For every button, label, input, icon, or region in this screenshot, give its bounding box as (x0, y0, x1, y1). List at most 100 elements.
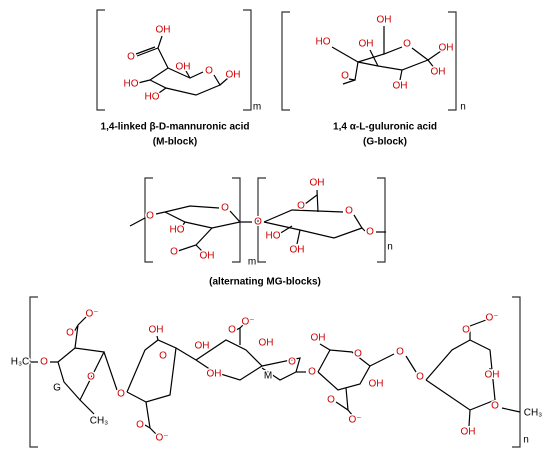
caption: 1,4 α-L-guluronic acid (333, 122, 437, 133)
atom-label: OH (359, 39, 374, 50)
bond (469, 319, 487, 327)
bond (175, 347, 197, 361)
atom-label: O (341, 71, 349, 82)
atom-label: OH (461, 427, 476, 438)
atom-label: O (40, 357, 48, 368)
caption: (M-block) (153, 137, 197, 148)
atom-label: OH (149, 325, 164, 336)
bond (235, 327, 241, 345)
atom-label: OH (259, 338, 274, 349)
atom-label: OH (156, 25, 171, 36)
bracket (96, 9, 105, 111)
atom-label: O (366, 227, 374, 238)
atom-label: OH (290, 245, 305, 256)
bond (361, 227, 366, 232)
bond (317, 349, 371, 391)
repeat-subscript: n (523, 435, 529, 446)
atom-label: HO (124, 79, 139, 90)
bond (304, 194, 318, 205)
atom-label: O (136, 420, 144, 431)
atom-label: O (288, 357, 296, 368)
atom-label: O (87, 372, 95, 383)
atom-label: OH (485, 370, 500, 381)
bond (185, 70, 191, 79)
atom-label: O (146, 211, 154, 222)
atom-label: O (308, 367, 316, 378)
bond (126, 339, 177, 403)
bond (399, 69, 403, 81)
atom-label: HO (266, 231, 281, 242)
atom-label: OH (377, 15, 392, 26)
bond (129, 217, 146, 227)
atom-label: OH (200, 251, 215, 262)
bond (239, 323, 245, 329)
bond (501, 407, 521, 413)
atom-label: O (159, 351, 167, 362)
atom-label: OH (226, 70, 241, 81)
bracket (448, 11, 457, 111)
atom-label: CH₃ (90, 416, 109, 427)
atom-label: O (127, 52, 135, 63)
atom-label: O⁻ (485, 313, 498, 324)
atom-label: OH (310, 178, 325, 189)
bracket (232, 177, 241, 263)
atom-label: OH (207, 369, 222, 380)
atom-label: O (345, 206, 353, 217)
atom-label: O (297, 201, 305, 212)
atom-label: OH (195, 341, 210, 352)
bond (155, 205, 220, 215)
bracket (144, 177, 153, 263)
atom-label: O (170, 247, 178, 258)
bond (135, 46, 156, 55)
bond (405, 355, 417, 373)
atom-label: OH (176, 62, 191, 73)
bond (73, 324, 79, 349)
atom-label: OH (393, 81, 408, 92)
caption: (alternating MG-blocks) (209, 277, 321, 288)
atom-label: O (491, 401, 499, 412)
atom-label: O (228, 325, 236, 336)
bracket (257, 177, 266, 263)
atom-label: O⁻ (85, 309, 98, 320)
bond (296, 229, 301, 245)
caption: (G-block) (363, 137, 407, 148)
bond (427, 50, 442, 61)
bond (263, 209, 344, 223)
atom-label: M (264, 371, 272, 382)
atom-label: HO (316, 37, 331, 48)
atom-label: HO (145, 92, 160, 103)
bond (331, 46, 359, 63)
atom-label: O (462, 325, 470, 336)
repeat-subscript: m (248, 257, 256, 268)
bracket (377, 177, 386, 263)
bond (155, 87, 167, 96)
atom-label: HO (170, 225, 185, 236)
bond (195, 244, 205, 254)
bond (103, 351, 118, 391)
atom-label: O (354, 349, 362, 360)
bond (149, 74, 221, 96)
atom-label: O⁻ (241, 317, 254, 328)
atom-label: OH (439, 43, 454, 54)
bracket (243, 9, 252, 111)
atom-label: O (117, 389, 125, 400)
bracket (281, 11, 290, 111)
bond (369, 353, 395, 367)
bond (347, 409, 354, 417)
atom-label: O (205, 66, 213, 77)
atom-label: O (327, 395, 335, 406)
atom-label: OH (311, 333, 326, 344)
atom-label: OH (431, 67, 446, 78)
bond (137, 79, 151, 84)
atom-label: O (221, 203, 229, 214)
bond (149, 427, 157, 435)
bond (144, 401, 151, 430)
bond (369, 49, 379, 67)
bond (278, 225, 293, 235)
bond (263, 214, 363, 239)
bond (468, 409, 471, 427)
atom-label: O⁻ (155, 433, 168, 444)
bond (348, 61, 359, 81)
repeat-subscript: n (460, 102, 466, 113)
